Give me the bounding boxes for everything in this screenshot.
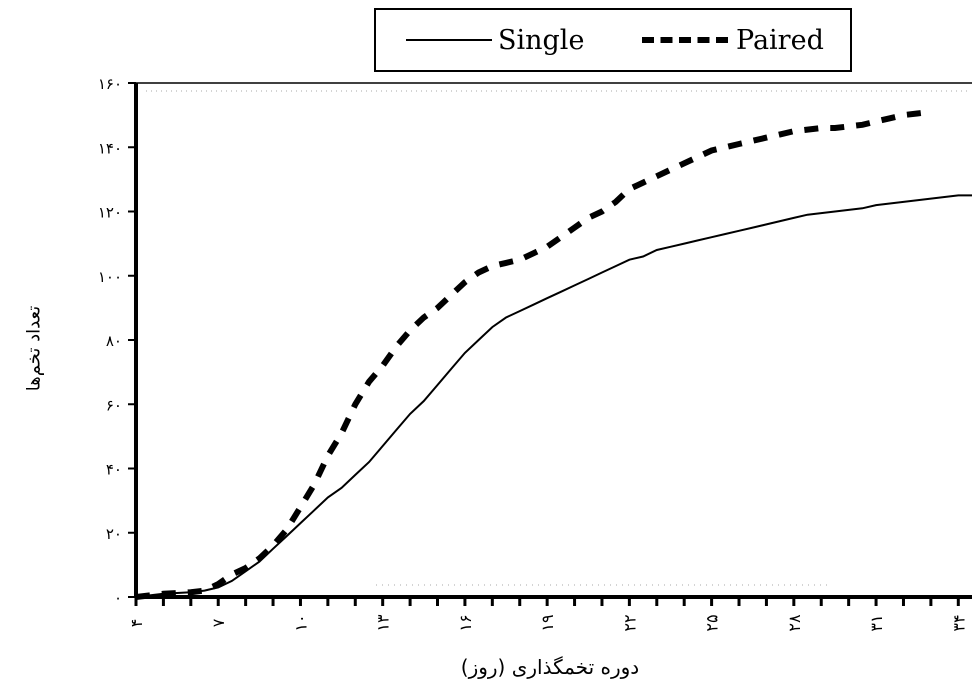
x-tick-label: ۱۳ [374, 614, 393, 632]
y-tick-label: ۸۰ [106, 332, 122, 350]
y-axis: ۰ ۲۰ ۴۰ ۶۰ ۸۰ ۱۰۰ ۱۲۰ ۱۴۰ ۱۶۰ [98, 75, 138, 607]
series-line-single [135, 194, 972, 598]
legend-swatch-single [406, 39, 492, 41]
y-tick-label: ۱۲۰ [98, 204, 122, 222]
y-tick-label: ۱۰۰ [98, 268, 122, 286]
legend-item-paired: Paired [642, 24, 824, 56]
legend: Single Paired [374, 8, 852, 72]
y-tick-label: ۲۰ [106, 525, 122, 543]
x-tick-label: ۷ [209, 618, 228, 627]
y-axis-title-wrap: تعداد تخم‌ها [8, 280, 48, 420]
legend-item-single: Single [406, 24, 585, 56]
x-tick-label: ۱۹ [538, 614, 557, 631]
series-layer [135, 108, 972, 600]
x-tick-label: ۳۱ [867, 614, 886, 631]
legend-label-single: Single [498, 24, 585, 56]
x-tick-label: ۲۵ [703, 614, 722, 631]
x-tick-label: ۲۲ [620, 614, 639, 631]
x-axis: ۴ ۷ ۱۰ ۱۳ ۱۶ ۱۹ ۲۲ ۲۵ ۲۸ ۳۱ ۳۴ [127, 595, 972, 632]
y-tick-label: ۰ [114, 589, 122, 607]
legend-swatch-paired [642, 37, 728, 43]
y-axis-title: تعداد تخم‌ها [23, 305, 45, 392]
x-tick-label: ۲۸ [785, 614, 804, 632]
grid-lines [146, 90, 970, 586]
x-tick-label: ۳۴ [949, 614, 968, 631]
y-tick-label: ۶۰ [106, 396, 122, 414]
y-tick-label: ۴۰ [106, 461, 122, 479]
x-axis-title: دوره تخمگذاری (روز) [460, 655, 640, 679]
y-tick-label: ۱۶۰ [98, 75, 122, 93]
series-line-paired [135, 108, 932, 600]
y-tick-label: ۱۴۰ [98, 139, 122, 157]
x-tick-label: ۱۰ [291, 614, 310, 631]
x-tick-label: ۴ [127, 619, 146, 628]
x-tick-label: ۱۶ [456, 614, 475, 631]
legend-label-paired: Paired [736, 24, 824, 56]
